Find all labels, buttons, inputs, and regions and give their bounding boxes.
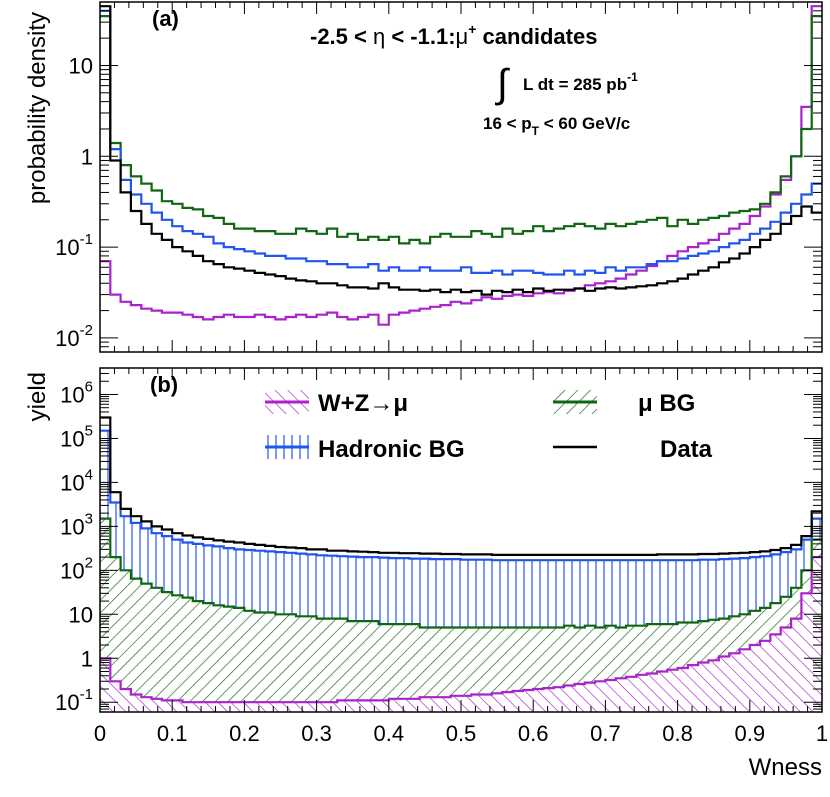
panel-b-y-tick-label: 102: [60, 554, 93, 583]
series-b-fill--bg: [100, 518, 822, 712]
panel-b-axes: 10-1 1 10 102 103 104 105 106: [55, 367, 823, 715]
legend-label-data: Data: [660, 436, 713, 463]
x-axis-label: Wness: [749, 754, 822, 781]
panel-b-frame: [99, 367, 823, 713]
series-b-fill-w-z-: [100, 557, 822, 712]
panel-a-axes: 10-2 10-1 1 10: [55, 1, 823, 353]
series-a--bg: [100, 15, 822, 245]
pt-cut-label: 16 < pT < 60 GeV/c: [483, 114, 630, 138]
panel-b-y-tick-label: 10-1: [55, 686, 93, 715]
x-tick-label: 0.3: [301, 721, 332, 746]
panel-b-series: [100, 416, 822, 712]
panel-b-yield: 10-1 1 10 102 103 104 105 106 (b) yield W+Z→μ μ…: [24, 367, 823, 715]
legend-label-wz: W+Z→μ: [318, 390, 408, 417]
panel-b-y-tick-label: 105: [60, 422, 93, 451]
panel-b-ylabel: yield: [24, 372, 51, 421]
x-tick-label: 0.6: [518, 721, 549, 746]
panel-a-probability-density: 10-2 10-1 1 10 (a) probability density -2.5…: [24, 1, 823, 353]
x-tick-label: 0.4: [374, 721, 405, 746]
panel-a-label: (a): [152, 6, 179, 31]
x-tick-label: 0.1: [157, 721, 188, 746]
panel-b-y-tick-label: 106: [60, 378, 93, 407]
series-a-w-z-: [100, 5, 822, 326]
panel-b-y-tick-label: 104: [60, 466, 93, 495]
panel-a-y-tick-label: 10-1: [55, 231, 93, 260]
x-tick-label: 0: [94, 721, 106, 746]
panel-a-y-tick-label: 10: [69, 53, 93, 78]
panel-a-series: [100, 5, 822, 326]
legend-item-hadronic-bg: Hadronic BG: [265, 435, 465, 463]
panel-b-y-tick-label: 1: [81, 646, 93, 671]
panel-a-y-tick-label: 10-2: [55, 322, 93, 351]
series-a-hadronic-bg: [100, 9, 822, 276]
luminosity-label: L dt = 285 pb-1: [523, 70, 638, 94]
panel-b-label: (b): [150, 372, 178, 397]
legend-item-wz: W+Z→μ: [265, 390, 408, 417]
legend-item-mu-bg: μ BG: [553, 390, 695, 417]
series-b-line-data: [100, 416, 822, 556]
panel-b-y-tick-label: 103: [60, 510, 93, 539]
legend-label-mu-bg: μ BG: [638, 390, 695, 417]
legend-label-hadronic-bg: Hadronic BG: [318, 436, 465, 463]
x-tick-label: 0.2: [229, 721, 260, 746]
series-b-line--bg: [100, 517, 822, 629]
series-a-data: [100, 5, 822, 296]
legend-item-data: Data: [553, 436, 713, 463]
series-b-line-hadronic-bg: [100, 429, 822, 562]
luminosity-integral-sign: ∫: [495, 62, 511, 106]
x-tick-label: 0.8: [662, 721, 693, 746]
panel-a-title: -2.5 < η < -1.1:μ+ candidates: [310, 21, 597, 49]
x-tick-label: 1: [816, 721, 828, 746]
series-b-line-w-z-: [100, 556, 822, 704]
panel-b-y-tick-label: 10: [69, 602, 93, 627]
panel-a-y-tick-label: 1: [81, 144, 93, 169]
legend: W+Z→μ μ BG Hadronic BG Data: [265, 390, 713, 463]
x-tick-labels: 0 0.1 0.2 0.3 0.4 0.5 0.6 0.7 0.8 0.9 1: [94, 721, 828, 746]
x-tick-label: 0.9: [735, 721, 766, 746]
x-tick-label: 0.7: [590, 721, 621, 746]
panel-a-ylabel: probability density: [24, 12, 51, 204]
x-tick-label: 0.5: [446, 721, 477, 746]
panel-a-frame: [99, 1, 823, 353]
